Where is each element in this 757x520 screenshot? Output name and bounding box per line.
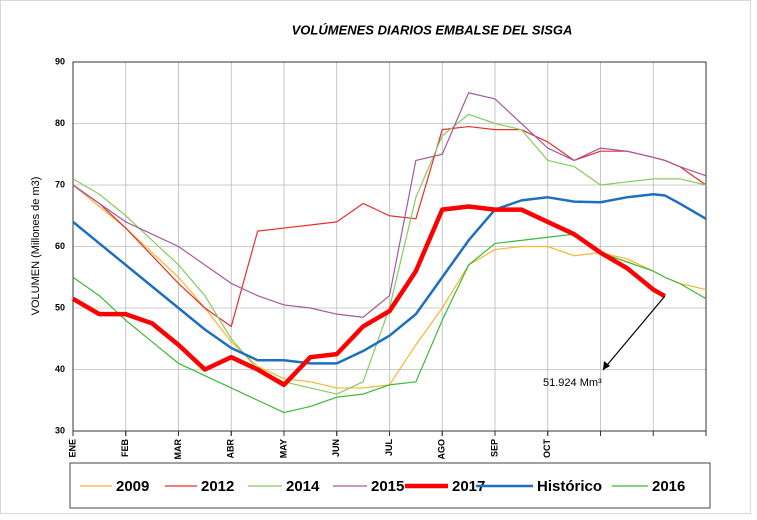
x-tick-label: JUL [384,439,394,457]
x-tick-label: MAR [173,439,183,460]
legend-label: 2014 [286,478,320,495]
series-line [72,113,707,395]
x-tick-label: ENE [67,439,77,458]
x-tick-label: AGO [437,439,447,460]
x-tick-label: ABR [226,439,236,459]
y-tick-label: 80 [55,118,65,128]
legend-label: 2009 [116,478,149,495]
series-line [71,204,666,388]
y-tick-label: 90 [55,56,65,66]
plot-border [72,61,707,432]
x-tick-label: MAY [278,439,288,458]
legend-label: Histórico [537,478,602,495]
legend-label: 2017 [452,478,485,495]
x-tick-label: SEP [489,439,499,457]
legend-label: 2016 [652,478,685,495]
chart-title: VOLÚMENES DIARIOS EMBALSE DEL SISGA [292,22,573,37]
series-line [72,92,707,318]
legend-label: 2015 [371,478,404,495]
y-tick-label: 40 [55,364,65,374]
series-line [72,192,707,365]
x-tick-label: FEB [120,438,130,457]
series-line [72,233,707,414]
annotation: 51.924 Mm³ [543,377,602,389]
y-tick-label: 60 [55,241,65,251]
y-tick-label: 50 [55,302,65,312]
annotation-arrow [602,295,666,371]
x-tick-label: JUN [331,439,341,457]
y-tick-label: 30 [55,425,65,435]
series-line [72,184,707,389]
y-axis-label: VOLUMEN (Millones de m3) [30,177,42,316]
y-tick-label: 70 [55,179,65,189]
annotation-arrowhead [603,361,610,370]
legend-label: 2012 [201,478,234,495]
x-tick-label: OCT [542,439,552,459]
